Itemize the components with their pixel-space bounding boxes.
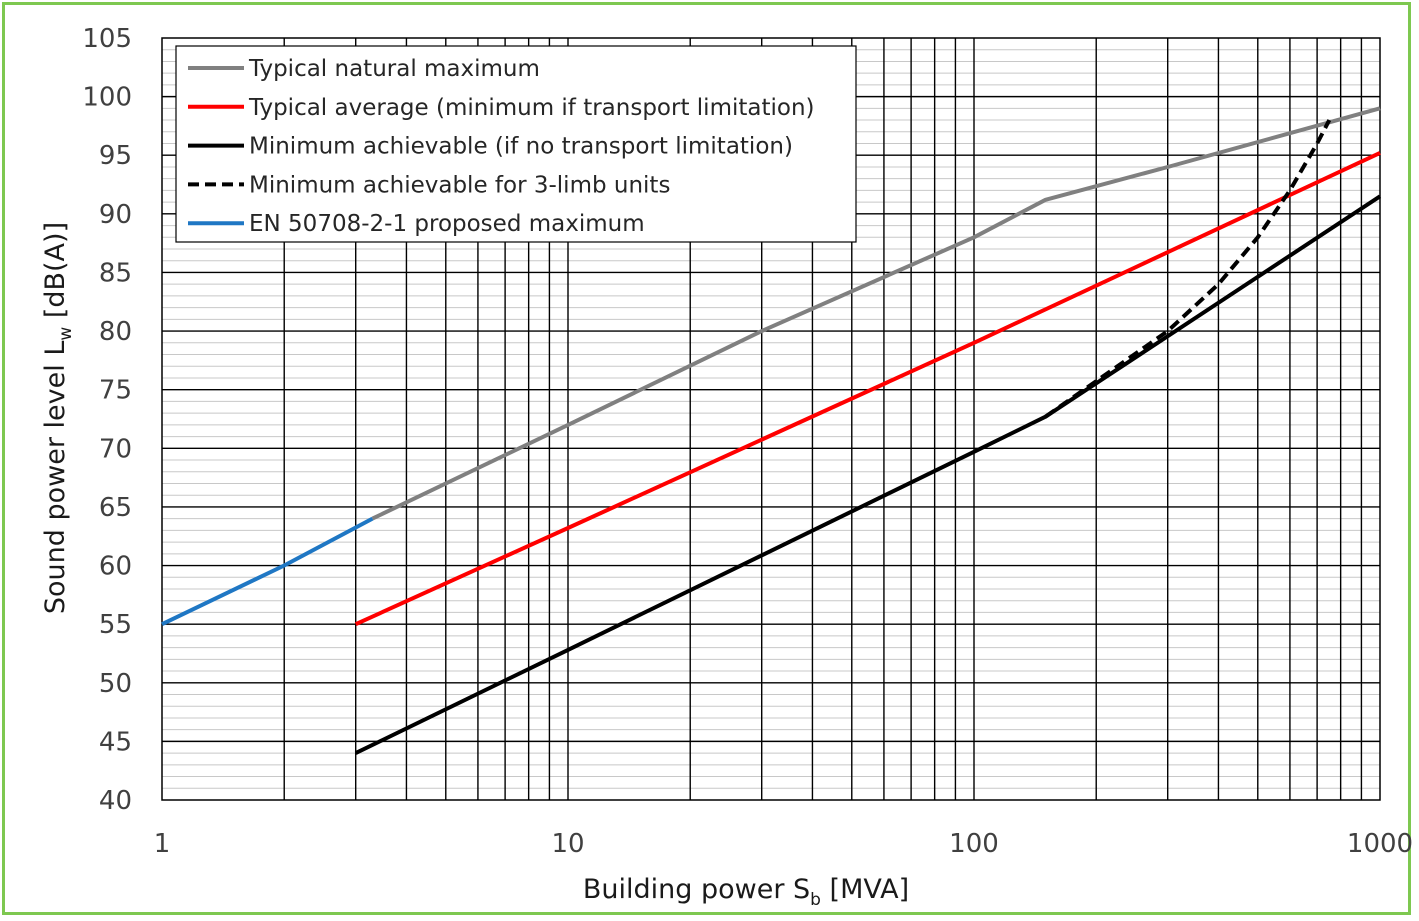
x-tick-label: 100 [949, 829, 999, 859]
y-tick-label: 85 [99, 258, 132, 288]
legend-label: Minimum achievable for 3-limb units [249, 172, 670, 198]
y-tick-label: 95 [99, 141, 132, 171]
x-tick-labels: 1 10 100 1000 [154, 829, 1413, 859]
legend-label: Minimum achievable (if no transport limi… [249, 134, 793, 160]
y-tick-label: 105 [82, 24, 132, 54]
x-tick-label: 10 [551, 829, 584, 859]
series-layer [161, 106, 1382, 755]
y-axis-title: Sound power level Lw [dB(A)] [40, 222, 76, 614]
legend-box [175, 45, 857, 243]
legend-label: Typical natural maximum [248, 56, 540, 82]
y-tick-label: 40 [99, 786, 132, 816]
y-tick-label: 100 [82, 83, 132, 113]
y-tick-labels: 40 45 50 55 60 65 70 75 80 85 90 95 100 105 [82, 24, 132, 816]
y-tick-label: 60 [99, 552, 132, 582]
y-tick-label: 55 [99, 610, 132, 640]
legend: Typical natural maximum Typical average (… [175, 45, 857, 243]
legend-label: Typical average (minimum if transport li… [248, 95, 815, 121]
y-tick-label: 45 [99, 727, 132, 757]
y-tick-label: 50 [99, 669, 132, 699]
x-axis-title: Building power Sb [MVA] [583, 874, 909, 910]
plot-border [161, 37, 1381, 801]
y-tick-label: 70 [99, 434, 132, 464]
series-line-4 [1044, 119, 1332, 419]
x-tick-label: 1 [154, 829, 171, 859]
series-line-2 [354, 151, 1381, 627]
series-line-5 [161, 516, 374, 627]
y-tick-label: 90 [99, 200, 132, 230]
x-tick-label: 1000 [1347, 829, 1413, 859]
y-tick-label: 65 [99, 493, 132, 523]
series-line-1 [371, 106, 1381, 521]
series-line-3 [354, 194, 1382, 755]
legend-label: EN 50708-2-1 proposed maximum [249, 211, 645, 237]
y-tick-label: 80 [99, 317, 132, 347]
y-tick-label: 75 [99, 376, 132, 406]
